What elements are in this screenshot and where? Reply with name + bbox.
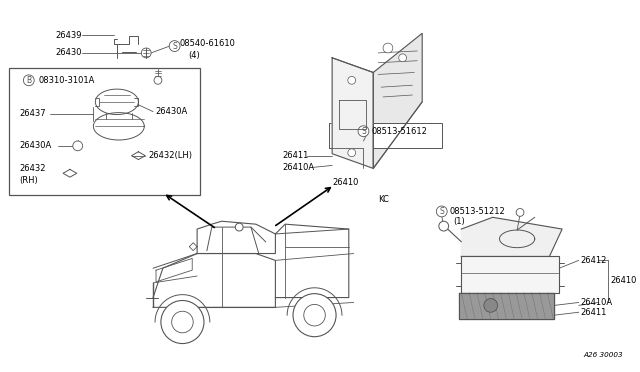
- Text: S: S: [361, 127, 366, 136]
- Polygon shape: [460, 293, 554, 319]
- Text: 26430A: 26430A: [155, 107, 188, 116]
- Circle shape: [172, 311, 193, 333]
- Text: 26411: 26411: [580, 308, 607, 317]
- Bar: [9, 68, 200, 195]
- Text: 26432(LH): 26432(LH): [148, 151, 192, 160]
- Text: 26410A: 26410A: [580, 298, 613, 307]
- Text: (RH): (RH): [19, 176, 38, 185]
- Text: (1): (1): [454, 217, 465, 226]
- Text: KC: KC: [378, 195, 389, 204]
- Text: (4): (4): [188, 51, 200, 60]
- Text: 08513-51612: 08513-51612: [371, 127, 427, 136]
- Bar: [329, 124, 442, 148]
- Circle shape: [161, 301, 204, 344]
- Text: S: S: [440, 207, 444, 216]
- Circle shape: [348, 76, 356, 84]
- Circle shape: [399, 54, 406, 62]
- Text: 26412: 26412: [580, 256, 607, 265]
- Text: 08540-61610: 08540-61610: [179, 39, 236, 48]
- Text: 26411: 26411: [282, 151, 308, 160]
- Circle shape: [141, 48, 151, 58]
- Text: 26410A: 26410A: [282, 163, 314, 172]
- Circle shape: [516, 209, 524, 217]
- Text: 08310-3101A: 08310-3101A: [38, 76, 95, 85]
- Circle shape: [236, 223, 243, 231]
- Circle shape: [484, 299, 497, 312]
- Text: S: S: [172, 42, 177, 51]
- Text: 26432: 26432: [19, 164, 45, 173]
- Text: 26430: 26430: [55, 48, 82, 57]
- Polygon shape: [461, 217, 562, 256]
- Circle shape: [348, 149, 356, 157]
- Polygon shape: [332, 58, 373, 169]
- Circle shape: [154, 76, 162, 84]
- Polygon shape: [373, 33, 422, 169]
- Text: 08513-51212: 08513-51212: [449, 207, 506, 216]
- Text: 26439: 26439: [55, 31, 82, 40]
- Circle shape: [439, 221, 449, 231]
- Text: 26410: 26410: [610, 276, 636, 285]
- Circle shape: [304, 304, 325, 326]
- Polygon shape: [461, 256, 559, 293]
- Text: 26410: 26410: [332, 177, 358, 187]
- Text: 26437: 26437: [19, 109, 45, 118]
- Text: B: B: [26, 76, 31, 85]
- Circle shape: [73, 141, 83, 151]
- Circle shape: [383, 43, 393, 53]
- Text: A26 30003: A26 30003: [584, 352, 623, 358]
- Text: 26430A: 26430A: [19, 141, 51, 150]
- Circle shape: [293, 294, 336, 337]
